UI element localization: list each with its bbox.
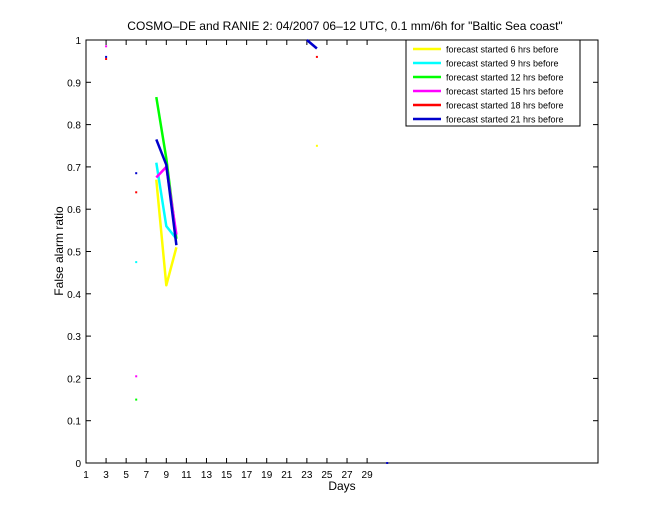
series-line xyxy=(155,179,178,287)
y-tick-label: 0.1 xyxy=(67,417,81,428)
series-line xyxy=(155,138,178,246)
x-axis: 1 3 5 7 9 11 13 15 17 19 21 23 25 27 29 xyxy=(83,40,373,481)
legend-box xyxy=(405,39,581,127)
y-tick-label: 0.3 xyxy=(67,332,81,343)
x-tick-label: 25 xyxy=(321,470,333,481)
series-point xyxy=(315,55,318,58)
y-tick-label: 0.6 xyxy=(67,205,81,216)
x-axis-label: Days xyxy=(328,479,355,493)
x-tick-label: 9 xyxy=(164,470,170,481)
y-tick-label: 0.5 xyxy=(67,248,81,259)
y-tick-label: 0.2 xyxy=(67,374,81,385)
y-tick-label: 0.8 xyxy=(67,121,81,132)
y-axis-label: False alarm ratio xyxy=(52,206,66,296)
x-tick-label: 3 xyxy=(103,470,109,481)
y-axis: 0 0.1 0.2 0.3 0.4 0.5 0.6 0.7 0.8 0.9 1 xyxy=(67,36,598,470)
x-tick-label: 1 xyxy=(83,470,89,481)
series-point xyxy=(135,172,138,175)
legend: forecast started 6 hrs before forecast st… xyxy=(405,39,581,127)
series-point xyxy=(135,375,138,378)
y-tick-label: 0.7 xyxy=(67,163,81,174)
series-layer xyxy=(105,39,389,464)
series-point xyxy=(135,398,138,401)
series-point xyxy=(135,261,138,264)
legend-label: forecast started 9 hrs before xyxy=(446,59,559,69)
x-tick-label: 13 xyxy=(201,470,213,481)
x-tick-label: 15 xyxy=(221,470,233,481)
series-6 xyxy=(105,39,389,464)
x-tick-label: 23 xyxy=(301,470,313,481)
series-point xyxy=(105,58,108,60)
legend-label: forecast started 12 hrs before xyxy=(446,73,564,83)
y-tick-label: 0.4 xyxy=(67,290,81,301)
x-tick-label: 27 xyxy=(341,470,353,481)
legend-label: forecast started 21 hrs before xyxy=(446,115,564,125)
series-point xyxy=(105,45,108,48)
x-tick-label: 19 xyxy=(261,470,273,481)
y-tick-label: 0 xyxy=(75,459,81,470)
y-tick-label: 0.9 xyxy=(67,78,81,89)
legend-label: forecast started 18 hrs before xyxy=(446,101,564,111)
series-point xyxy=(105,55,108,58)
x-tick-label: 29 xyxy=(362,470,374,481)
series-line xyxy=(155,162,178,240)
series-point xyxy=(135,191,138,194)
legend-label: forecast started 6 hrs before xyxy=(446,45,559,55)
x-tick-label: 11 xyxy=(181,470,192,481)
legend-label: forecast started 15 hrs before xyxy=(446,87,564,97)
x-tick-label: 5 xyxy=(123,470,129,481)
series-point xyxy=(315,144,318,147)
series-2 xyxy=(135,162,178,264)
y-tick-label: 1 xyxy=(75,36,81,47)
series-point xyxy=(386,462,389,464)
chart-title: COSMO–DE and RANIE 2: 04/2007 06–12 UTC,… xyxy=(127,19,562,33)
x-tick-label: 17 xyxy=(241,470,253,481)
series-5 xyxy=(105,55,318,194)
x-tick-label: 21 xyxy=(281,470,293,481)
series-line xyxy=(306,39,318,50)
series-1 xyxy=(155,144,318,287)
x-tick-label: 7 xyxy=(143,470,149,481)
